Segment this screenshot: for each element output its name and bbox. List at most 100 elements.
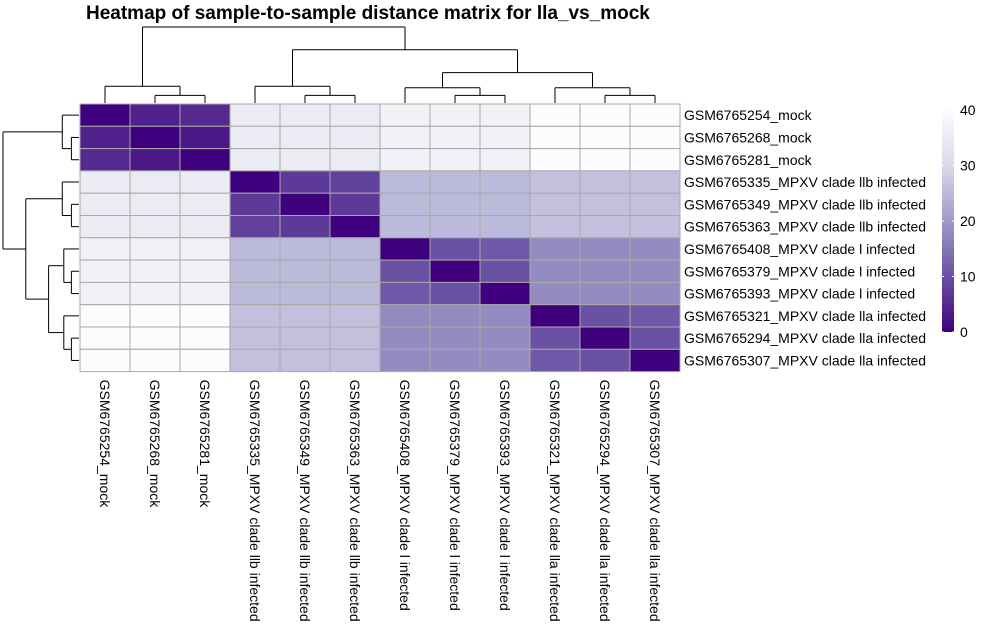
heatmap-cell-r10-c5: [329, 326, 381, 350]
heatmap-cell-r6-c0: [79, 237, 131, 261]
heatmap-cell-r9-c9: [529, 304, 581, 328]
heatmap-cell-r8-c0: [79, 281, 131, 306]
heatmap-cell-r6-c4: [279, 237, 331, 261]
column-labels: GSM6765254_mock GSM6765268_mock GSM6765281…: [97, 380, 663, 622]
heatmap-cell-r10-c10: [579, 326, 631, 350]
heatmap-cell-r9-c7: [429, 304, 481, 328]
heatmap-cell-r9-c10: [579, 304, 631, 328]
heatmap-cell-r3-c1: [129, 170, 181, 194]
heatmap-cell-r8-c7: [429, 281, 481, 306]
heatmap-cell-r4-c2: [179, 192, 231, 216]
heatmap-cell-r0-c6: [379, 103, 431, 127]
row-label: GSM6765254_mock: [684, 107, 813, 123]
heatmap-cell-r0-c3: [229, 103, 281, 127]
heatmap-cell-r10-c11: [629, 326, 681, 350]
heatmap-cell-r6-c5: [329, 237, 381, 261]
heatmap-cell-r2-c6: [379, 148, 431, 172]
column-dendrogram: [104, 26, 656, 103]
column-label: GSM6765379_MPXV clade l infected: [447, 380, 463, 611]
heatmap-cell-r1-c10: [579, 125, 631, 150]
heatmap-cell-r6-c9: [529, 237, 581, 261]
heatmap-cell-r11-c4: [279, 348, 331, 373]
heatmap-cell-r4-c4: [279, 192, 331, 216]
heatmap-cell-r6-c8: [479, 237, 531, 261]
legend-tick-label: 20: [960, 213, 976, 229]
heatmap-cell-r11-c5: [329, 348, 381, 373]
heatmap-cell-r8-c3: [229, 281, 281, 306]
heatmap-cell-r3-c7: [429, 170, 481, 194]
legend-tick-label: 0: [960, 324, 968, 340]
heatmap-cell-r6-c3: [229, 237, 281, 261]
heatmap-cell-r0-c7: [429, 103, 481, 127]
heatmap-cell-r3-c8: [479, 170, 531, 194]
heatmap-cell-r8-c9: [529, 281, 581, 306]
heatmap-cell-r5-c7: [429, 215, 481, 239]
heatmap-cell-r0-c8: [479, 103, 531, 127]
heatmap-cell-r4-c6: [379, 192, 431, 216]
heatmap-cell-r1-c8: [479, 125, 531, 150]
heatmap-cell-r2-c0: [79, 148, 131, 172]
row-label: GSM6765379_MPXV clade l infected: [684, 263, 915, 279]
legend-tick-label: 40: [960, 102, 976, 118]
heatmap-cell-r1-c2: [179, 125, 231, 150]
heatmap-cell-r9-c5: [329, 304, 381, 328]
heatmap-cell-r6-c11: [629, 237, 681, 261]
heatmap-cell-r2-c1: [129, 148, 181, 172]
heatmap-cell-r7-c5: [329, 259, 381, 283]
heatmap-cell-r5-c10: [579, 215, 631, 239]
heatmap-cell-r9-c4: [279, 304, 331, 328]
heatmap-cell-r2-c3: [229, 148, 281, 172]
heatmap-cell-r8-c8: [479, 281, 531, 306]
heatmap-cell-r4-c11: [629, 192, 681, 216]
heatmap-cell-r6-c10: [579, 237, 631, 261]
row-label: GSM6765408_MPXV clade l infected: [684, 241, 915, 257]
heatmap-cell-r11-c2: [179, 348, 231, 373]
heatmap-cell-r2-c7: [429, 148, 481, 172]
heatmap-cell-r10-c1: [129, 326, 181, 350]
column-label: GSM6765254_mock: [97, 380, 113, 509]
heatmap-cell-r2-c9: [529, 148, 581, 172]
heatmap-cell-r9-c2: [179, 304, 231, 328]
heatmap-cell-r9-c8: [479, 304, 531, 328]
heatmap-cell-r4-c0: [79, 192, 131, 216]
heatmap-cell-r7-c0: [79, 259, 131, 283]
row-label: GSM6765321_MPXV clade lla infected: [684, 308, 926, 324]
legend-tick-label: 10: [960, 269, 976, 285]
heatmap-cells: [79, 103, 681, 373]
heatmap-cell-r7-c9: [529, 259, 581, 283]
heatmap-cell-r8-c5: [329, 281, 381, 306]
heatmap-cell-r1-c0: [79, 125, 131, 150]
heatmap-cell-r1-c5: [329, 125, 381, 150]
heatmap-cell-r8-c1: [129, 281, 181, 306]
heatmap-cell-r6-c2: [179, 237, 231, 261]
chart-title: Heatmap of sample-to-sample distance mat…: [86, 3, 650, 24]
column-label: GSM6765349_MPXV clade llb infected: [297, 380, 313, 622]
heatmap-cell-r3-c6: [379, 170, 431, 194]
heatmap-cell-r3-c5: [329, 170, 381, 194]
heatmap-cell-r10-c2: [179, 326, 231, 350]
heatmap-cell-r7-c8: [479, 259, 531, 283]
heatmap-cell-r1-c1: [129, 125, 181, 150]
heatmap-cell-r3-c2: [179, 170, 231, 194]
heatmap-cell-r1-c3: [229, 125, 281, 150]
heatmap-cell-r8-c10: [579, 281, 631, 306]
heatmap-cell-r9-c11: [629, 304, 681, 328]
heatmap-cell-r11-c8: [479, 348, 531, 373]
heatmap-cell-r10-c4: [279, 326, 331, 350]
heatmap-cell-r3-c4: [279, 170, 331, 194]
heatmap-cell-r11-c10: [579, 348, 631, 373]
legend-color-bar: [942, 110, 954, 332]
heatmap-cell-r8-c4: [279, 281, 331, 306]
heatmap-cell-r4-c5: [329, 192, 381, 216]
heatmap-cell-r2-c4: [279, 148, 331, 172]
heatmap-cell-r0-c10: [579, 103, 631, 127]
heatmap-cell-r11-c6: [379, 348, 431, 373]
heatmap-cell-r4-c7: [429, 192, 481, 216]
heatmap-cell-r7-c3: [229, 259, 281, 283]
heatmap-cell-r5-c8: [479, 215, 531, 239]
heatmap-cell-r1-c4: [279, 125, 331, 150]
heatmap-cell-r0-c11: [629, 103, 681, 127]
heatmap-cell-r5-c11: [629, 215, 681, 239]
heatmap-cell-r7-c1: [129, 259, 181, 283]
